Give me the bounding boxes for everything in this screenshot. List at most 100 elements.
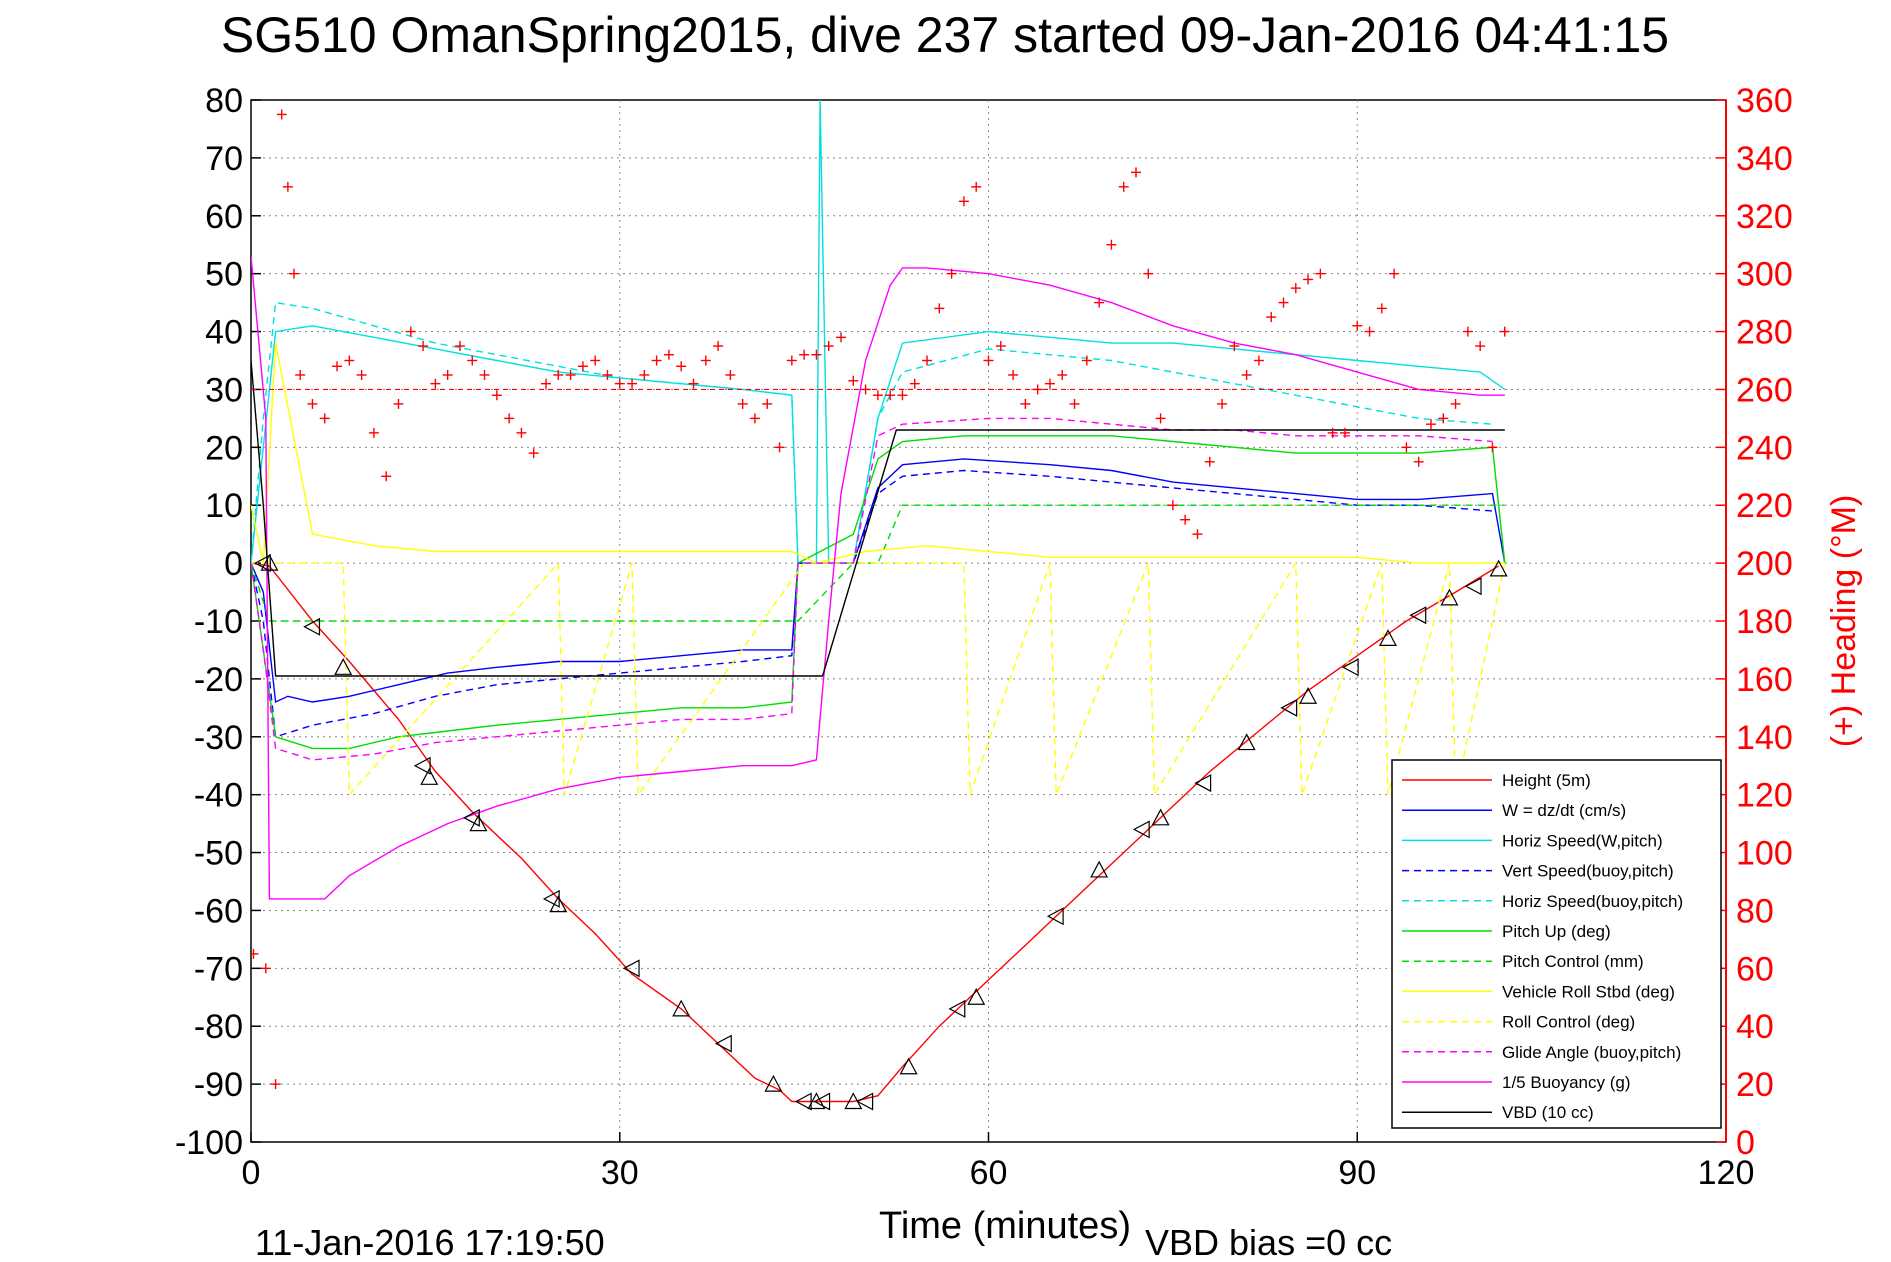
- right-tick-label: 60: [1736, 950, 1774, 988]
- heading-point: [504, 413, 515, 424]
- profile-marker: [899, 1057, 918, 1075]
- heading-point: [602, 369, 613, 380]
- heading-point: [528, 448, 539, 459]
- bottom-tick-label: 0: [242, 1154, 261, 1192]
- left-tick-label: -40: [194, 777, 243, 815]
- right-axis-label: (+) Heading (°M): [1825, 495, 1863, 748]
- heading-point: [1339, 427, 1350, 438]
- right-tick-label: 260: [1736, 371, 1793, 409]
- heading-point: [1143, 268, 1154, 279]
- right-axis-ticks: 3603403203002802602402202001801601401201…: [1716, 82, 1793, 1162]
- heading-point: [885, 390, 896, 401]
- right-tick-label: 340: [1736, 140, 1793, 178]
- heading-point: [356, 369, 367, 380]
- legend-entry-label: Horiz Speed(W,pitch): [1502, 831, 1663, 850]
- heading-point: [786, 355, 797, 366]
- heading-point: [565, 369, 576, 380]
- right-tick-label: 240: [1736, 429, 1793, 467]
- bottom-axis-ticks: 0 30 60 90 120: [242, 1132, 1754, 1192]
- profile-marker: [1132, 820, 1150, 839]
- heading-point: [737, 398, 748, 409]
- right-tick-label: 220: [1736, 487, 1793, 525]
- profile-marker: [1280, 698, 1298, 717]
- heading-point: [577, 361, 588, 372]
- series-line-2: [251, 100, 1506, 564]
- left-tick-label: -60: [194, 892, 243, 930]
- series-line-11: [251, 360, 1505, 677]
- heading-point: [1364, 326, 1375, 337]
- profile-marker: [764, 1074, 783, 1092]
- left-tick-label: 40: [205, 314, 243, 352]
- profile-marker: [1341, 658, 1359, 677]
- left-tick-label: 0: [224, 545, 243, 583]
- profile-marker: [1151, 808, 1170, 826]
- heading-point: [713, 341, 724, 352]
- heading-point: [614, 378, 625, 389]
- left-tick-label: 50: [205, 256, 243, 294]
- heading-point: [251, 948, 259, 959]
- left-tick-label: -50: [194, 835, 243, 873]
- heading-point: [454, 341, 465, 352]
- right-tick-label: 360: [1736, 82, 1793, 120]
- profile-marker: [1299, 686, 1318, 704]
- profile-marker: [413, 756, 431, 775]
- left-tick-label: -80: [194, 1008, 243, 1046]
- heading-point: [762, 398, 773, 409]
- heading-point: [1094, 297, 1105, 308]
- heading-point: [676, 361, 687, 372]
- left-tick-label: -20: [194, 661, 243, 699]
- heading-point: [651, 355, 662, 366]
- heading-point: [344, 355, 355, 366]
- heading-point: [553, 369, 564, 380]
- heading-point: [749, 413, 760, 424]
- legend-entry-label: VBD (10 cc): [1502, 1103, 1594, 1122]
- profile-marker: [1409, 606, 1427, 625]
- right-tick-label: 120: [1736, 777, 1793, 815]
- heading-point: [934, 303, 945, 314]
- heading-point: [799, 349, 810, 360]
- legend-entry-label: Glide Angle (buoy,pitch): [1502, 1043, 1681, 1062]
- profile-marker: [622, 959, 640, 978]
- heading-point: [1413, 456, 1424, 467]
- heading-point: [368, 427, 379, 438]
- profile-marker: [672, 999, 691, 1017]
- left-tick-label: -30: [194, 719, 243, 757]
- heading-point: [289, 268, 300, 279]
- heading-point: [1426, 419, 1436, 430]
- heading-point: [639, 369, 650, 380]
- profile-marker: [714, 1034, 732, 1053]
- left-tick-label: 70: [205, 140, 243, 178]
- heading-point: [1155, 413, 1166, 424]
- heading-point: [958, 196, 969, 207]
- profile-marker: [1046, 907, 1064, 926]
- profile-marker: [420, 768, 439, 785]
- profile-marker: [948, 999, 966, 1018]
- legend-entry-label: 1/5 Buoyancy (g): [1502, 1073, 1631, 1092]
- legend-box: [1391, 759, 1722, 1129]
- profile-marker: [1440, 588, 1459, 606]
- profile-marker: [1489, 559, 1508, 577]
- series-line-4: [251, 301, 1493, 564]
- heading-point: [1290, 283, 1301, 294]
- right-tick-label: 100: [1736, 835, 1793, 873]
- right-tick-label: 20: [1736, 1066, 1774, 1104]
- heading-point: [1352, 320, 1363, 331]
- right-tick-label: 200: [1736, 545, 1793, 583]
- profile-marker: [794, 1092, 812, 1111]
- heading-point: [295, 369, 306, 380]
- heading-point: [983, 355, 994, 366]
- series-line-9: [251, 417, 1493, 761]
- bottom-tick-label: 90: [1338, 1154, 1376, 1192]
- left-tick-label: 10: [205, 487, 243, 525]
- left-tick-label: -100: [175, 1124, 243, 1162]
- heading-point: [307, 398, 318, 409]
- heading-point: [725, 369, 736, 380]
- heading-point: [995, 341, 1006, 352]
- heading-point: [1487, 442, 1498, 453]
- right-tick-label: 180: [1736, 603, 1793, 641]
- heading-point: [1475, 341, 1486, 352]
- profile-marker: [1464, 577, 1482, 596]
- heading-point: [1069, 398, 1080, 409]
- heading-point: [1315, 268, 1326, 279]
- heading-point: [1241, 369, 1252, 380]
